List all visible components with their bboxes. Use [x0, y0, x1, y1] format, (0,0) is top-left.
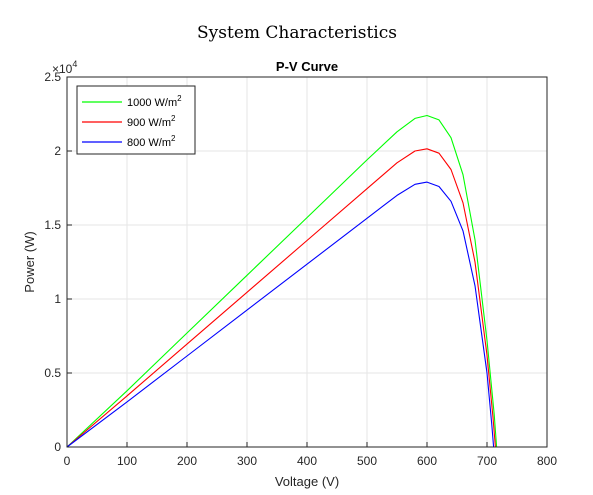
x-tick-label: 100	[117, 454, 137, 468]
y-multiplier: ×104	[52, 59, 77, 76]
x-tick-label: 500	[357, 454, 377, 468]
legend-label-2: 900 W/m2	[127, 114, 176, 129]
y-tick-label: 0	[54, 440, 61, 454]
figure-title: System Characteristics	[197, 23, 397, 43]
x-tick-label: 400	[297, 454, 317, 468]
series-lines	[66, 114, 498, 448]
x-axis-label: Voltage (V)	[275, 474, 339, 489]
y-tick-label: 1.5	[44, 218, 61, 232]
x-tick-label: 700	[477, 454, 497, 468]
x-tick-label: 200	[177, 454, 197, 468]
series-line-2	[66, 148, 496, 448]
x-axis-ticks: 0 100 200 300 400 500 600 700 800	[64, 442, 557, 468]
x-tick-label: 800	[537, 454, 557, 468]
legend-box	[76, 85, 196, 155]
x-tick-label: 600	[417, 454, 437, 468]
x-tick-label: 0	[64, 454, 71, 468]
chart-title: P-V Curve	[276, 59, 338, 74]
x-tick-label: 300	[237, 454, 257, 468]
y-tick-label: 2	[54, 144, 61, 158]
y-axis-ticks: 0 0.5 1 1.5 2 2.5	[44, 70, 72, 454]
series-line-1	[66, 114, 498, 448]
legend: 1000 W/m2 900 W/m2 800 W/m2	[76, 85, 196, 155]
series-line-3	[66, 181, 495, 448]
legend-label-1: 1000 W/m2	[127, 94, 182, 109]
y-tick-label: 2.5	[44, 70, 61, 84]
y-tick-label: 1	[54, 292, 61, 306]
legend-label-3: 800 W/m2	[127, 134, 176, 149]
y-axis-label: Power (W)	[22, 231, 37, 292]
y-tick-label: 0.5	[44, 366, 61, 380]
